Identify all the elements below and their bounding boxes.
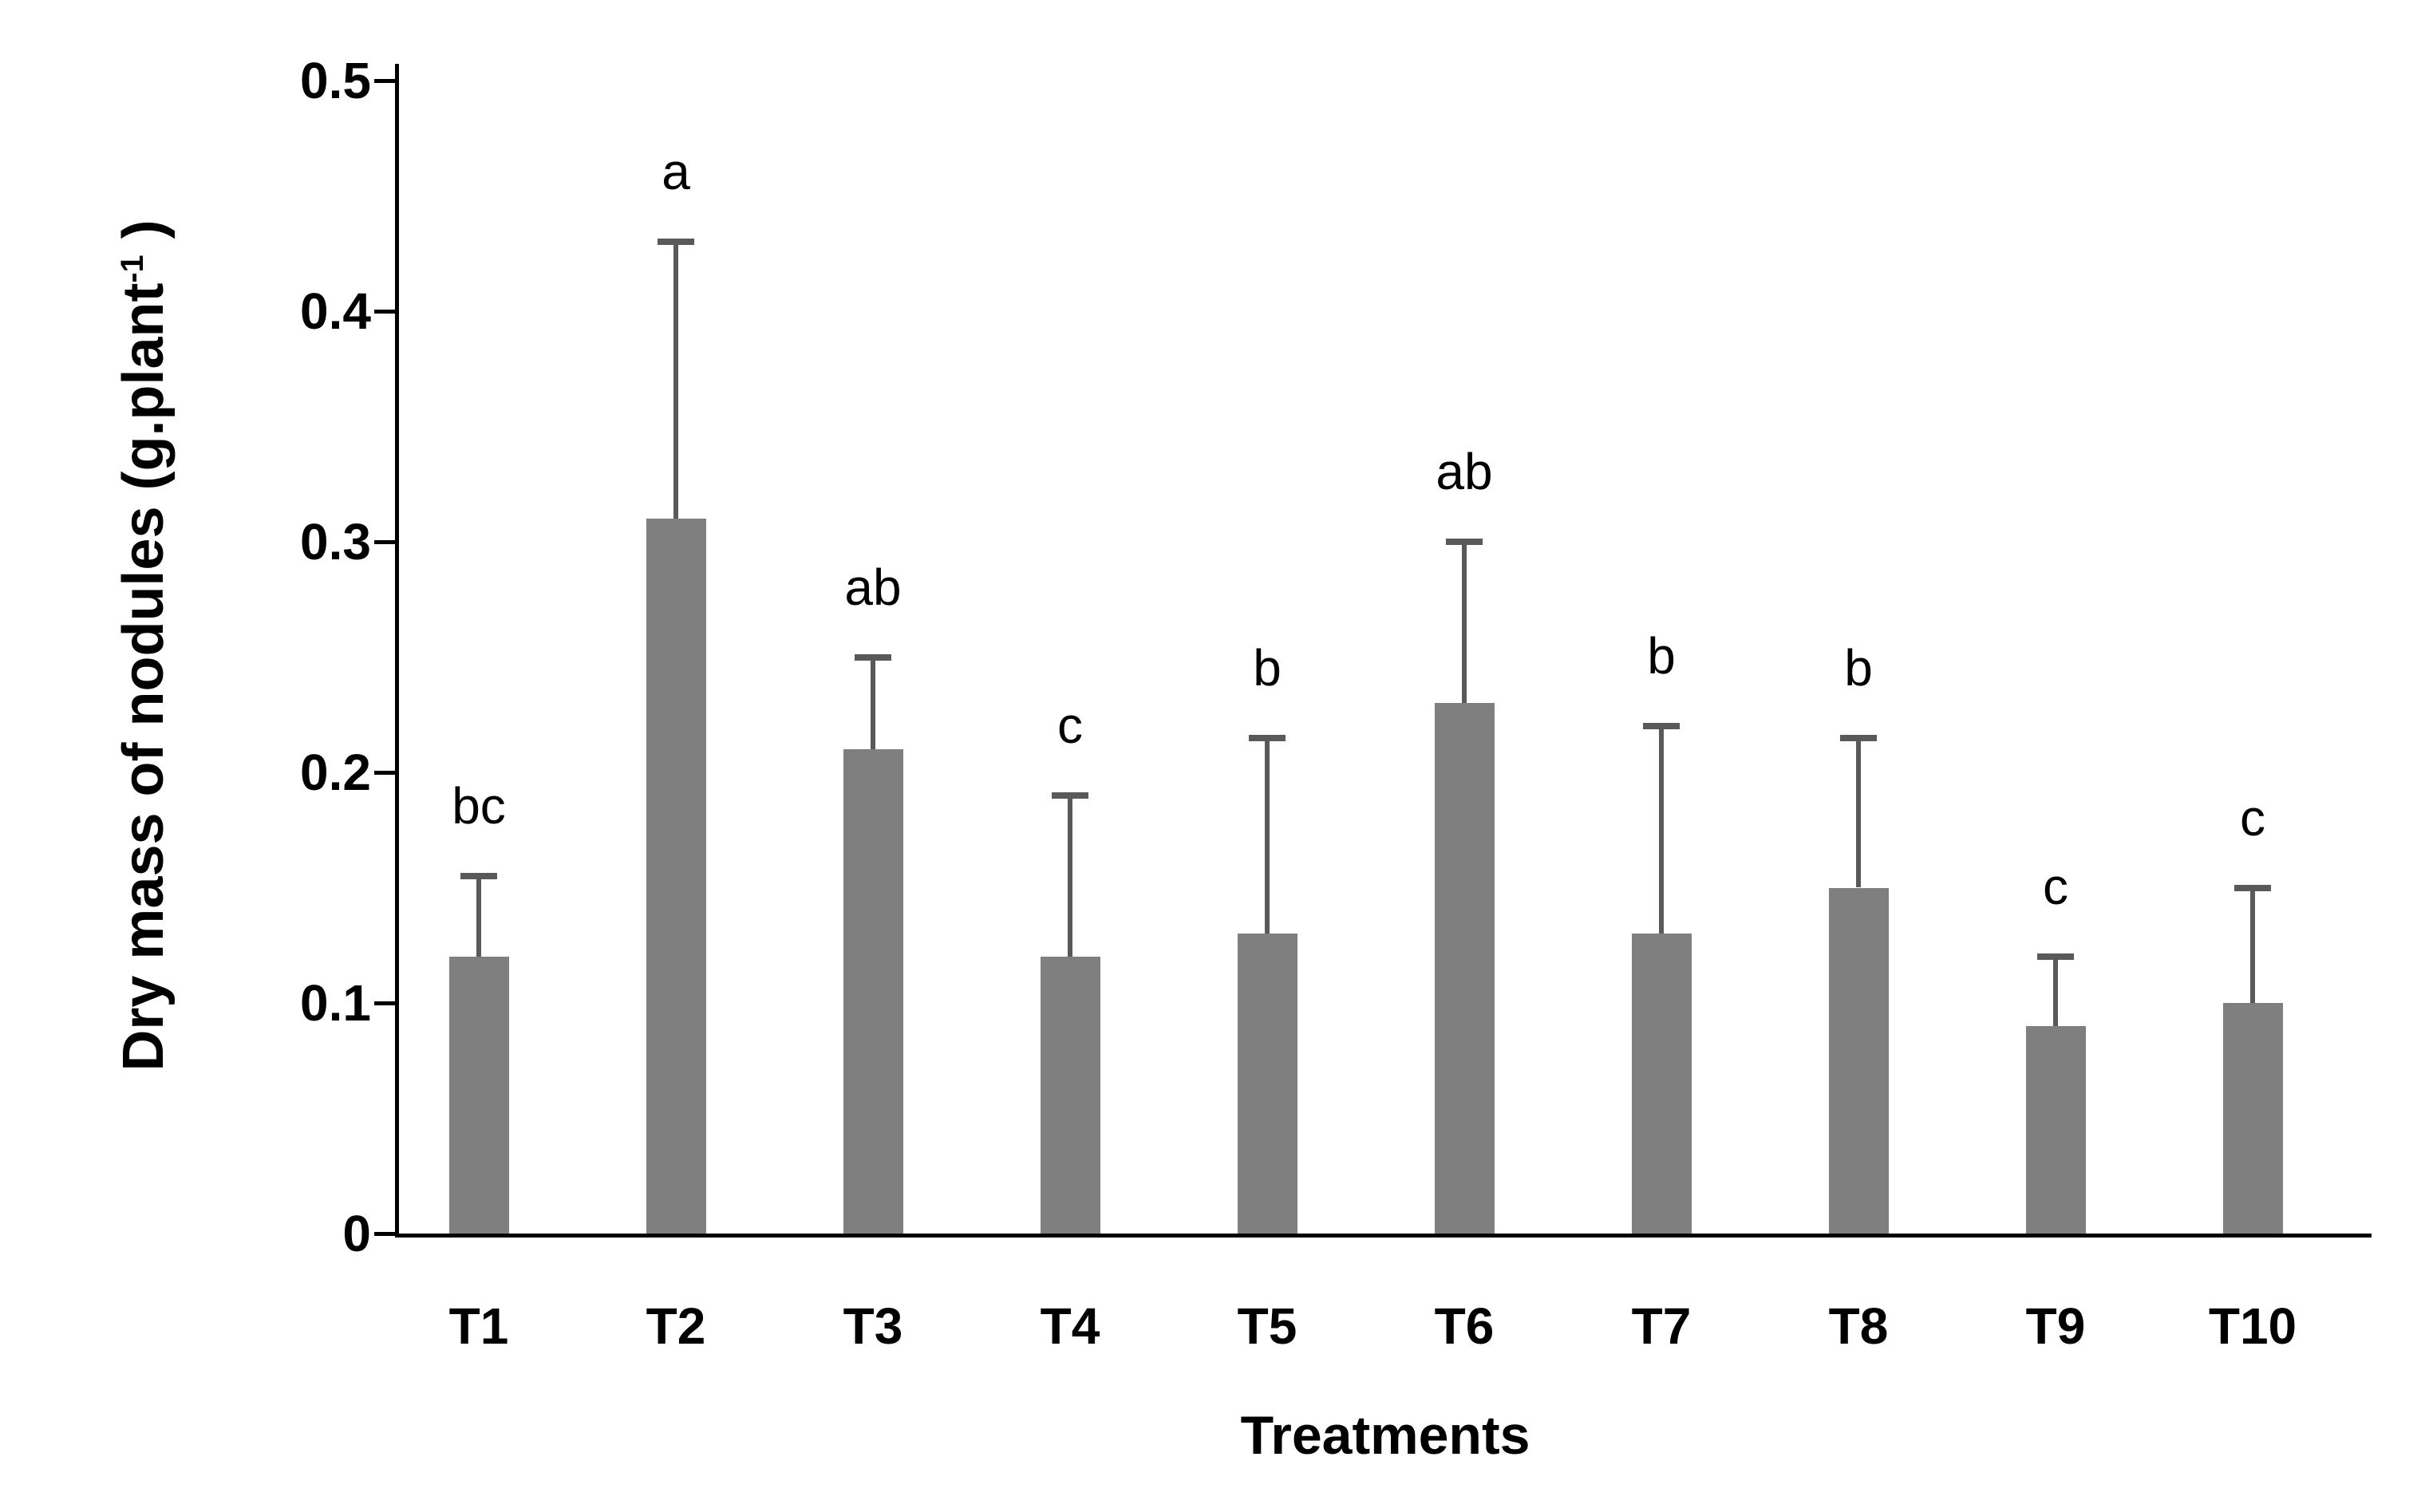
y-axis-tick-label: 0.1 [300, 974, 371, 1032]
y-axis-tick [374, 1001, 395, 1005]
error-cap-T6 [1446, 539, 1483, 545]
error-whisker-T1 [476, 876, 481, 957]
error-cap-T7 [1643, 723, 1680, 730]
y-axis-title-text: Dry mass of nodules (g.plant [112, 282, 176, 1072]
error-whisker-T3 [871, 657, 875, 750]
error-whisker-T9 [2053, 957, 2058, 1026]
y-axis-tick-label: 0.3 [300, 513, 371, 570]
bar-T6 [1434, 703, 1495, 1234]
error-cap-T3 [855, 653, 891, 661]
x-tick-label-T4: T4 [1040, 1297, 1100, 1355]
sig-letter-T10: c [2240, 788, 2265, 847]
x-tick-label-T1: T1 [448, 1297, 509, 1355]
error-whisker-T6 [1462, 542, 1467, 704]
y-axis-tick-label: 0.5 [300, 52, 371, 109]
bar-T4 [1040, 957, 1100, 1234]
error-cap-T9 [2037, 953, 2074, 961]
x-tick-label-T6: T6 [1434, 1297, 1495, 1355]
sig-letter-T2: a [662, 143, 690, 201]
y-axis-title-superscript: -1 [115, 255, 150, 283]
bar-T1 [448, 957, 509, 1234]
x-tick-label-T9: T9 [2025, 1297, 2086, 1355]
error-cap-T1 [460, 873, 497, 880]
error-whisker-T8 [1856, 737, 1861, 888]
sig-letter-T1: bc [452, 777, 506, 835]
error-whisker-T10 [2250, 887, 2255, 1003]
bar-T2 [646, 519, 706, 1234]
error-whisker-T4 [1068, 795, 1072, 957]
sig-letter-T4: c [1057, 696, 1083, 754]
y-axis-tick [374, 309, 395, 314]
x-tick-label-T8: T8 [1828, 1297, 1889, 1355]
bar-T3 [843, 749, 903, 1234]
error-cap-T10 [2234, 884, 2271, 891]
bar-T7 [1631, 934, 1692, 1234]
y-axis-tick [374, 1231, 395, 1236]
y-axis-title-suffix: ) [112, 219, 176, 255]
y-axis-tick-label: 0 [342, 1205, 371, 1262]
y-axis-tick [374, 539, 395, 544]
bar-T9 [2025, 1025, 2086, 1234]
error-cap-T5 [1249, 734, 1286, 741]
y-axis-tick [374, 78, 395, 83]
bar-T10 [2222, 1003, 2283, 1234]
sig-letter-T6: ab [1436, 443, 1493, 500]
x-tick-label-T2: T2 [646, 1297, 706, 1355]
error-cap-T4 [1052, 792, 1088, 799]
sig-letter-T5: b [1253, 638, 1282, 697]
x-tick-label-T3: T3 [843, 1297, 903, 1355]
sig-letter-T7: b [1647, 627, 1676, 685]
y-axis-title: Dry mass of nodules (g.plant-1 ) [112, 87, 176, 1204]
error-whisker-T5 [1265, 737, 1270, 934]
sig-letter-T9: c [2043, 858, 2068, 916]
error-whisker-T7 [1659, 726, 1664, 934]
error-cap-T2 [658, 239, 694, 246]
y-axis-tick [374, 770, 395, 775]
bar-T5 [1237, 934, 1297, 1234]
sig-letter-T8: b [1844, 638, 1873, 697]
x-tick-label-T7: T7 [1631, 1297, 1692, 1355]
x-axis-title: Treatments [1240, 1405, 1530, 1466]
x-tick-label-T5: T5 [1237, 1297, 1297, 1355]
sig-letter-T3: ab [844, 558, 902, 616]
y-axis-line [395, 64, 399, 1238]
x-tick-label-T10: T10 [2208, 1297, 2297, 1355]
error-cap-T8 [1840, 734, 1877, 741]
y-axis-tick-label: 0.2 [300, 744, 371, 801]
error-whisker-T2 [673, 242, 678, 519]
bar-T8 [1828, 887, 1889, 1234]
x-axis-line [395, 1234, 2372, 1238]
y-axis-tick-label: 0.4 [300, 282, 371, 340]
